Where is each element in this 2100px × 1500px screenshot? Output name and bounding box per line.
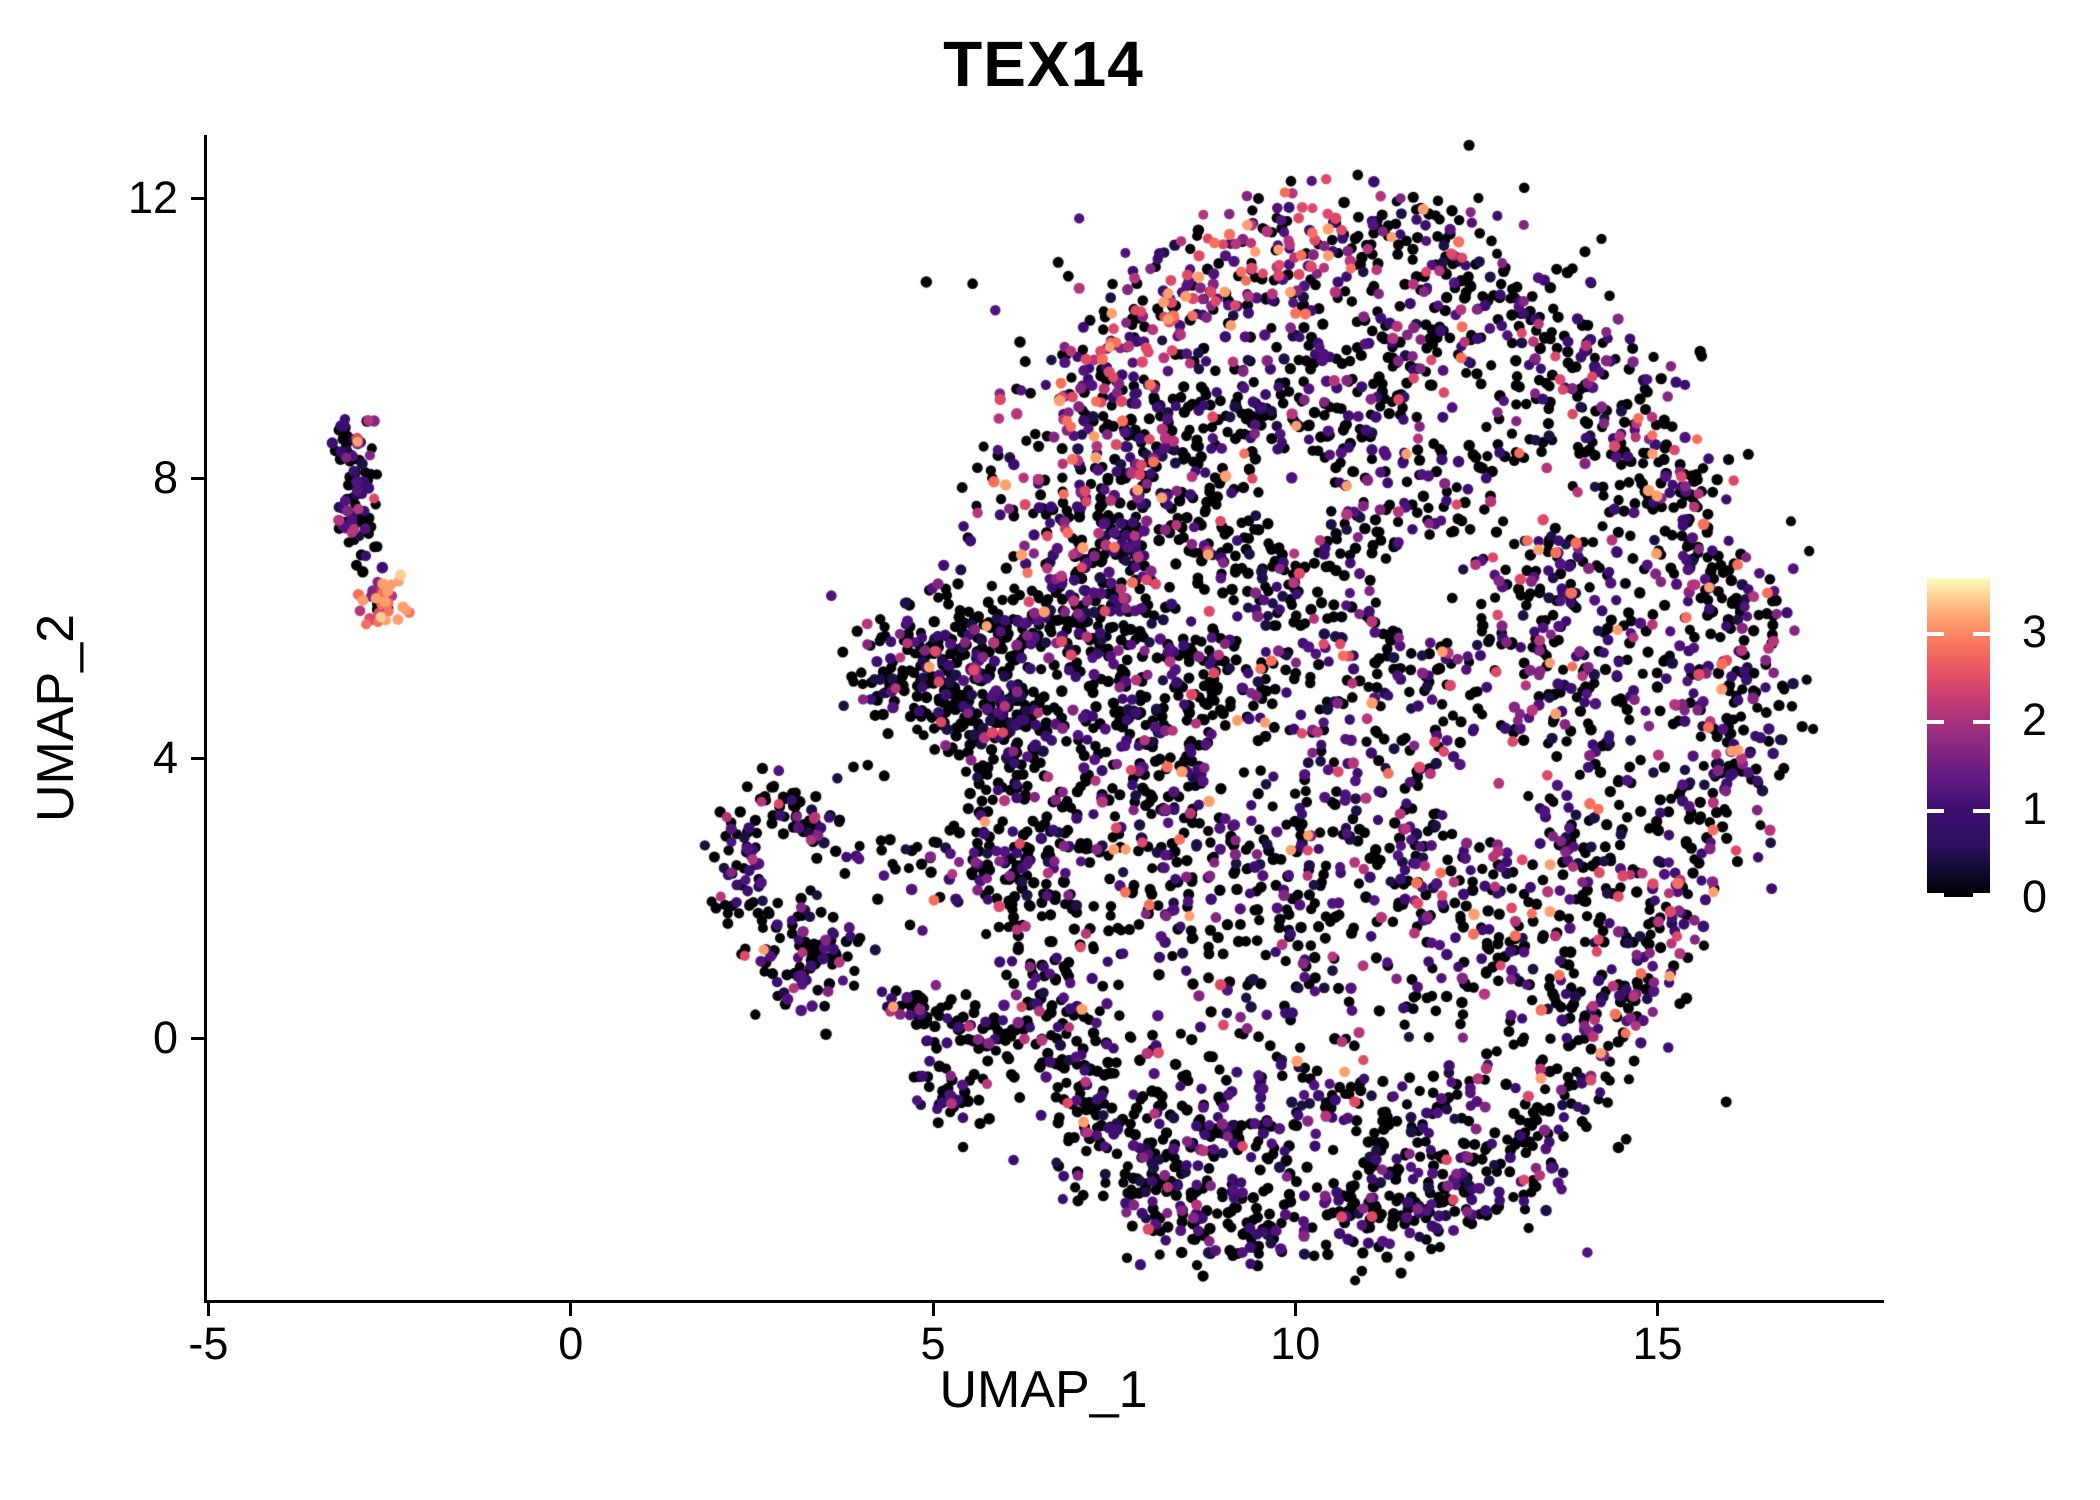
- colorbar-tick-mark: [1973, 631, 1990, 636]
- colorbar-tick-mark: [1927, 631, 1944, 636]
- y-axis-title: UMAP_2: [27, 613, 85, 823]
- y-axis-line: [204, 135, 207, 1303]
- y-tick-mark: [191, 1036, 204, 1040]
- x-tick-label: 15: [1632, 1318, 1683, 1369]
- y-tick-label: 12: [127, 172, 178, 223]
- colorbar-tick-mark: [1927, 720, 1944, 725]
- colorbar-tick-label: 3: [2022, 605, 2048, 657]
- colorbar: [1927, 578, 1990, 897]
- x-tick-label: 10: [1270, 1318, 1321, 1369]
- x-axis-title: UMAP_1: [939, 1361, 1148, 1419]
- colorbar-tick-mark: [1973, 893, 1990, 897]
- y-tick-label: 8: [152, 452, 178, 504]
- y-tick-mark: [191, 756, 204, 760]
- y-tick-label: 0: [152, 1012, 178, 1064]
- x-tick-mark: [1656, 1303, 1660, 1316]
- y-tick-mark: [191, 476, 204, 480]
- plot-title: TEX14: [943, 28, 1144, 100]
- colorbar-tick-mark: [1973, 808, 1990, 813]
- x-tick-label: 0: [558, 1318, 584, 1369]
- colorbar-tick-mark: [1973, 720, 1990, 725]
- colorbar-tick-mark: [1927, 893, 1944, 897]
- umap-scatter-canvas: [207, 135, 1880, 1302]
- y-tick-mark: [191, 196, 204, 200]
- x-tick-mark: [569, 1303, 573, 1316]
- colorbar-tick-mark: [1927, 808, 1944, 813]
- x-tick-mark: [1293, 1303, 1297, 1316]
- y-tick-label: 4: [152, 732, 178, 784]
- colorbar-tick-label: 0: [2022, 871, 2048, 922]
- x-tick-label: 5: [920, 1318, 946, 1369]
- x-tick-mark: [206, 1303, 210, 1316]
- x-axis-line: [204, 1300, 1884, 1303]
- x-tick-label: -5: [188, 1318, 229, 1369]
- x-tick-mark: [931, 1303, 935, 1316]
- colorbar-tick-label: 1: [2022, 782, 2048, 834]
- colorbar-tick-label: 2: [2022, 694, 2048, 746]
